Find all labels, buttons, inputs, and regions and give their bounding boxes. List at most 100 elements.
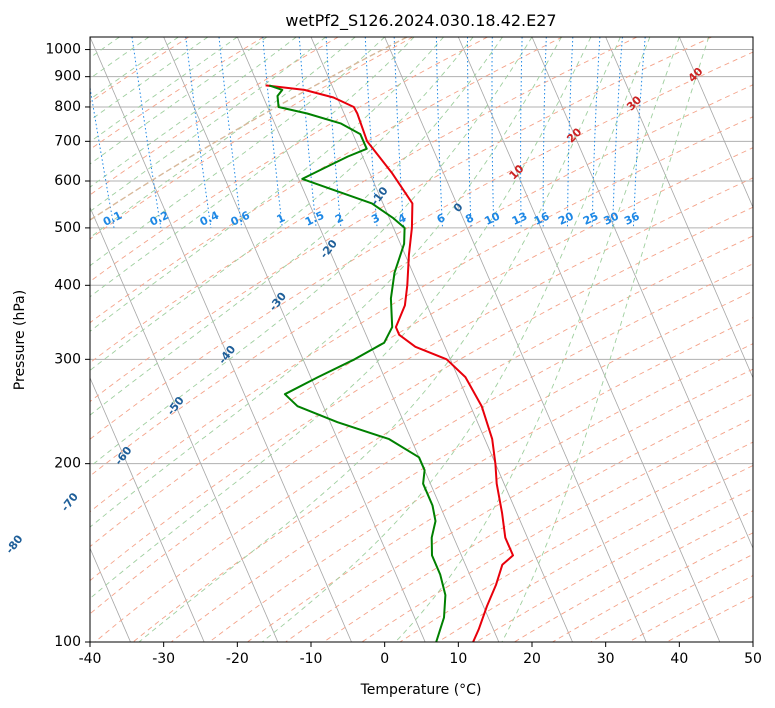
mixing-ratio-line	[491, 37, 495, 228]
mixing-ratio-label: 1	[275, 211, 287, 226]
dry-adiabat-label: -70	[59, 490, 82, 514]
moist-adiabat-line	[90, 37, 444, 332]
y-tick-label: 100	[54, 634, 81, 650]
x-tick-label: -30	[152, 651, 175, 667]
mixing-ratio-label: 0.4	[198, 209, 221, 229]
plot-frame	[89, 36, 754, 643]
y-tick-label: 500	[54, 220, 81, 236]
moist-adiabat-line	[261, 37, 651, 642]
isotherm-line	[531, 37, 753, 550]
moist-adiabat-label: 0	[451, 200, 466, 215]
dry-adiabat-line	[90, 37, 488, 283]
dry-adiabat-line	[552, 532, 753, 642]
mixing-ratio-line	[185, 37, 212, 228]
mixing-ratio-label: 0.1	[101, 209, 124, 229]
mixing-ratio-line	[435, 37, 443, 228]
moist-adiabat-line	[90, 37, 474, 371]
dry-adiabat-line	[90, 37, 339, 196]
dry-adiabat-line	[90, 37, 712, 403]
dry-adiabat-line	[361, 417, 753, 642]
y-tick-label: 800	[54, 99, 81, 115]
y-tick-label: 700	[54, 133, 81, 149]
dry-adiabat-line	[666, 595, 753, 642]
mixing-ratio-line	[90, 84, 115, 228]
dry-adiabat-line	[90, 37, 414, 240]
y-tick-label: 900	[54, 69, 81, 85]
dry-adiabat-line	[323, 393, 753, 642]
x-tick-label: -20	[226, 651, 249, 667]
mixing-ratio-label: 0.6	[229, 209, 252, 229]
isotherm-line	[678, 37, 753, 209]
moist-adiabat-line	[138, 37, 621, 642]
dry-adiabat-line	[90, 147, 753, 548]
mixing-ratio-label: 1.5	[303, 209, 326, 229]
moist-adiabat-line	[90, 37, 356, 239]
y-tick-label: 400	[54, 277, 81, 293]
x-axis-ticks: -40 -30 -20 -10 0 10 20 30 40 50	[79, 642, 762, 667]
isotherm-line	[90, 206, 279, 642]
moist-adiabat-line	[395, 37, 680, 642]
moist-adiabat-line	[90, 37, 209, 121]
mixing-ratio-label: 10	[483, 209, 503, 227]
moist-adiabat-line	[90, 37, 592, 599]
dry-adiabat-line	[90, 37, 190, 103]
dry-adiabat-line	[209, 317, 753, 642]
mixing-ratio-label: 36	[622, 209, 642, 227]
temperature-line	[265, 84, 514, 642]
dry-adiabat-line	[90, 206, 753, 615]
dry-adiabat-line	[132, 263, 753, 642]
y-axis-label: Pressure (hPa)	[12, 290, 28, 390]
dry-adiabat-line	[475, 487, 753, 642]
moist-adiabat-line	[90, 37, 297, 188]
dry-adiabat-label: -40	[216, 343, 239, 367]
dry-adiabat-line	[590, 553, 753, 642]
mixing-ratio-label: 16	[532, 209, 552, 227]
x-tick-label: -10	[300, 651, 323, 667]
y-tick-label: 200	[54, 456, 81, 472]
x-tick-label: -40	[79, 651, 102, 667]
moist-adiabat-line	[90, 37, 533, 468]
reference-curve	[90, 37, 408, 221]
dry-adiabat-label: -30	[267, 290, 290, 314]
x-tick-label: 0	[380, 651, 389, 667]
dry-adiabat-line	[90, 37, 563, 324]
mixing-ratio-line	[591, 37, 601, 228]
dry-adiabat-line	[170, 290, 753, 642]
profile-lines	[265, 84, 514, 642]
dry-adiabat-line	[90, 51, 753, 440]
moist-adiabat-label: 20	[564, 125, 584, 145]
isotherm-line	[605, 37, 753, 379]
mixing-ratio-label: 4	[396, 211, 409, 226]
dry-adiabat-line	[90, 177, 753, 582]
mixing-ratio-label: 20	[556, 209, 576, 227]
mixing-ratio-line	[262, 37, 283, 228]
moist-adiabat-line	[90, 37, 503, 416]
moist-adiabat-line	[90, 37, 415, 298]
dewpoint-line	[268, 84, 447, 642]
dry-adiabat-label: -20	[317, 237, 340, 261]
chart-title: wetPf2_S126.2024.030.18.42.E27	[285, 11, 556, 31]
y-tick-label: 1000	[45, 42, 81, 58]
x-tick-label: 50	[744, 651, 762, 667]
moist-adiabat-line	[90, 37, 268, 165]
y-tick-label: 300	[54, 351, 81, 367]
mixing-ratio-line	[218, 37, 243, 228]
mixing-ratio-label: 0.2	[148, 209, 171, 229]
dry-adiabat-line	[437, 464, 753, 642]
x-tick-label: 30	[597, 651, 615, 667]
y-tick-label: 600	[54, 173, 81, 189]
mixing-ratio-label: 6	[435, 211, 448, 226]
isotherm-line	[384, 37, 647, 642]
mixing-ratio-label: 25	[581, 210, 600, 228]
x-tick-label: 20	[523, 651, 541, 667]
isotherm-line	[752, 37, 753, 39]
isotherm-line	[90, 376, 205, 642]
y-axis-ticks: 100 200 300 400 500 600 700 800 900 1000	[45, 42, 90, 650]
x-tick-label: 10	[449, 651, 467, 667]
moist-adiabat-line	[90, 37, 386, 267]
dry-adiabat-line	[94, 235, 753, 642]
mixing-ratio-line	[131, 37, 162, 228]
dry-adiabat-label: -50	[164, 394, 187, 418]
x-tick-label: 40	[670, 651, 688, 667]
